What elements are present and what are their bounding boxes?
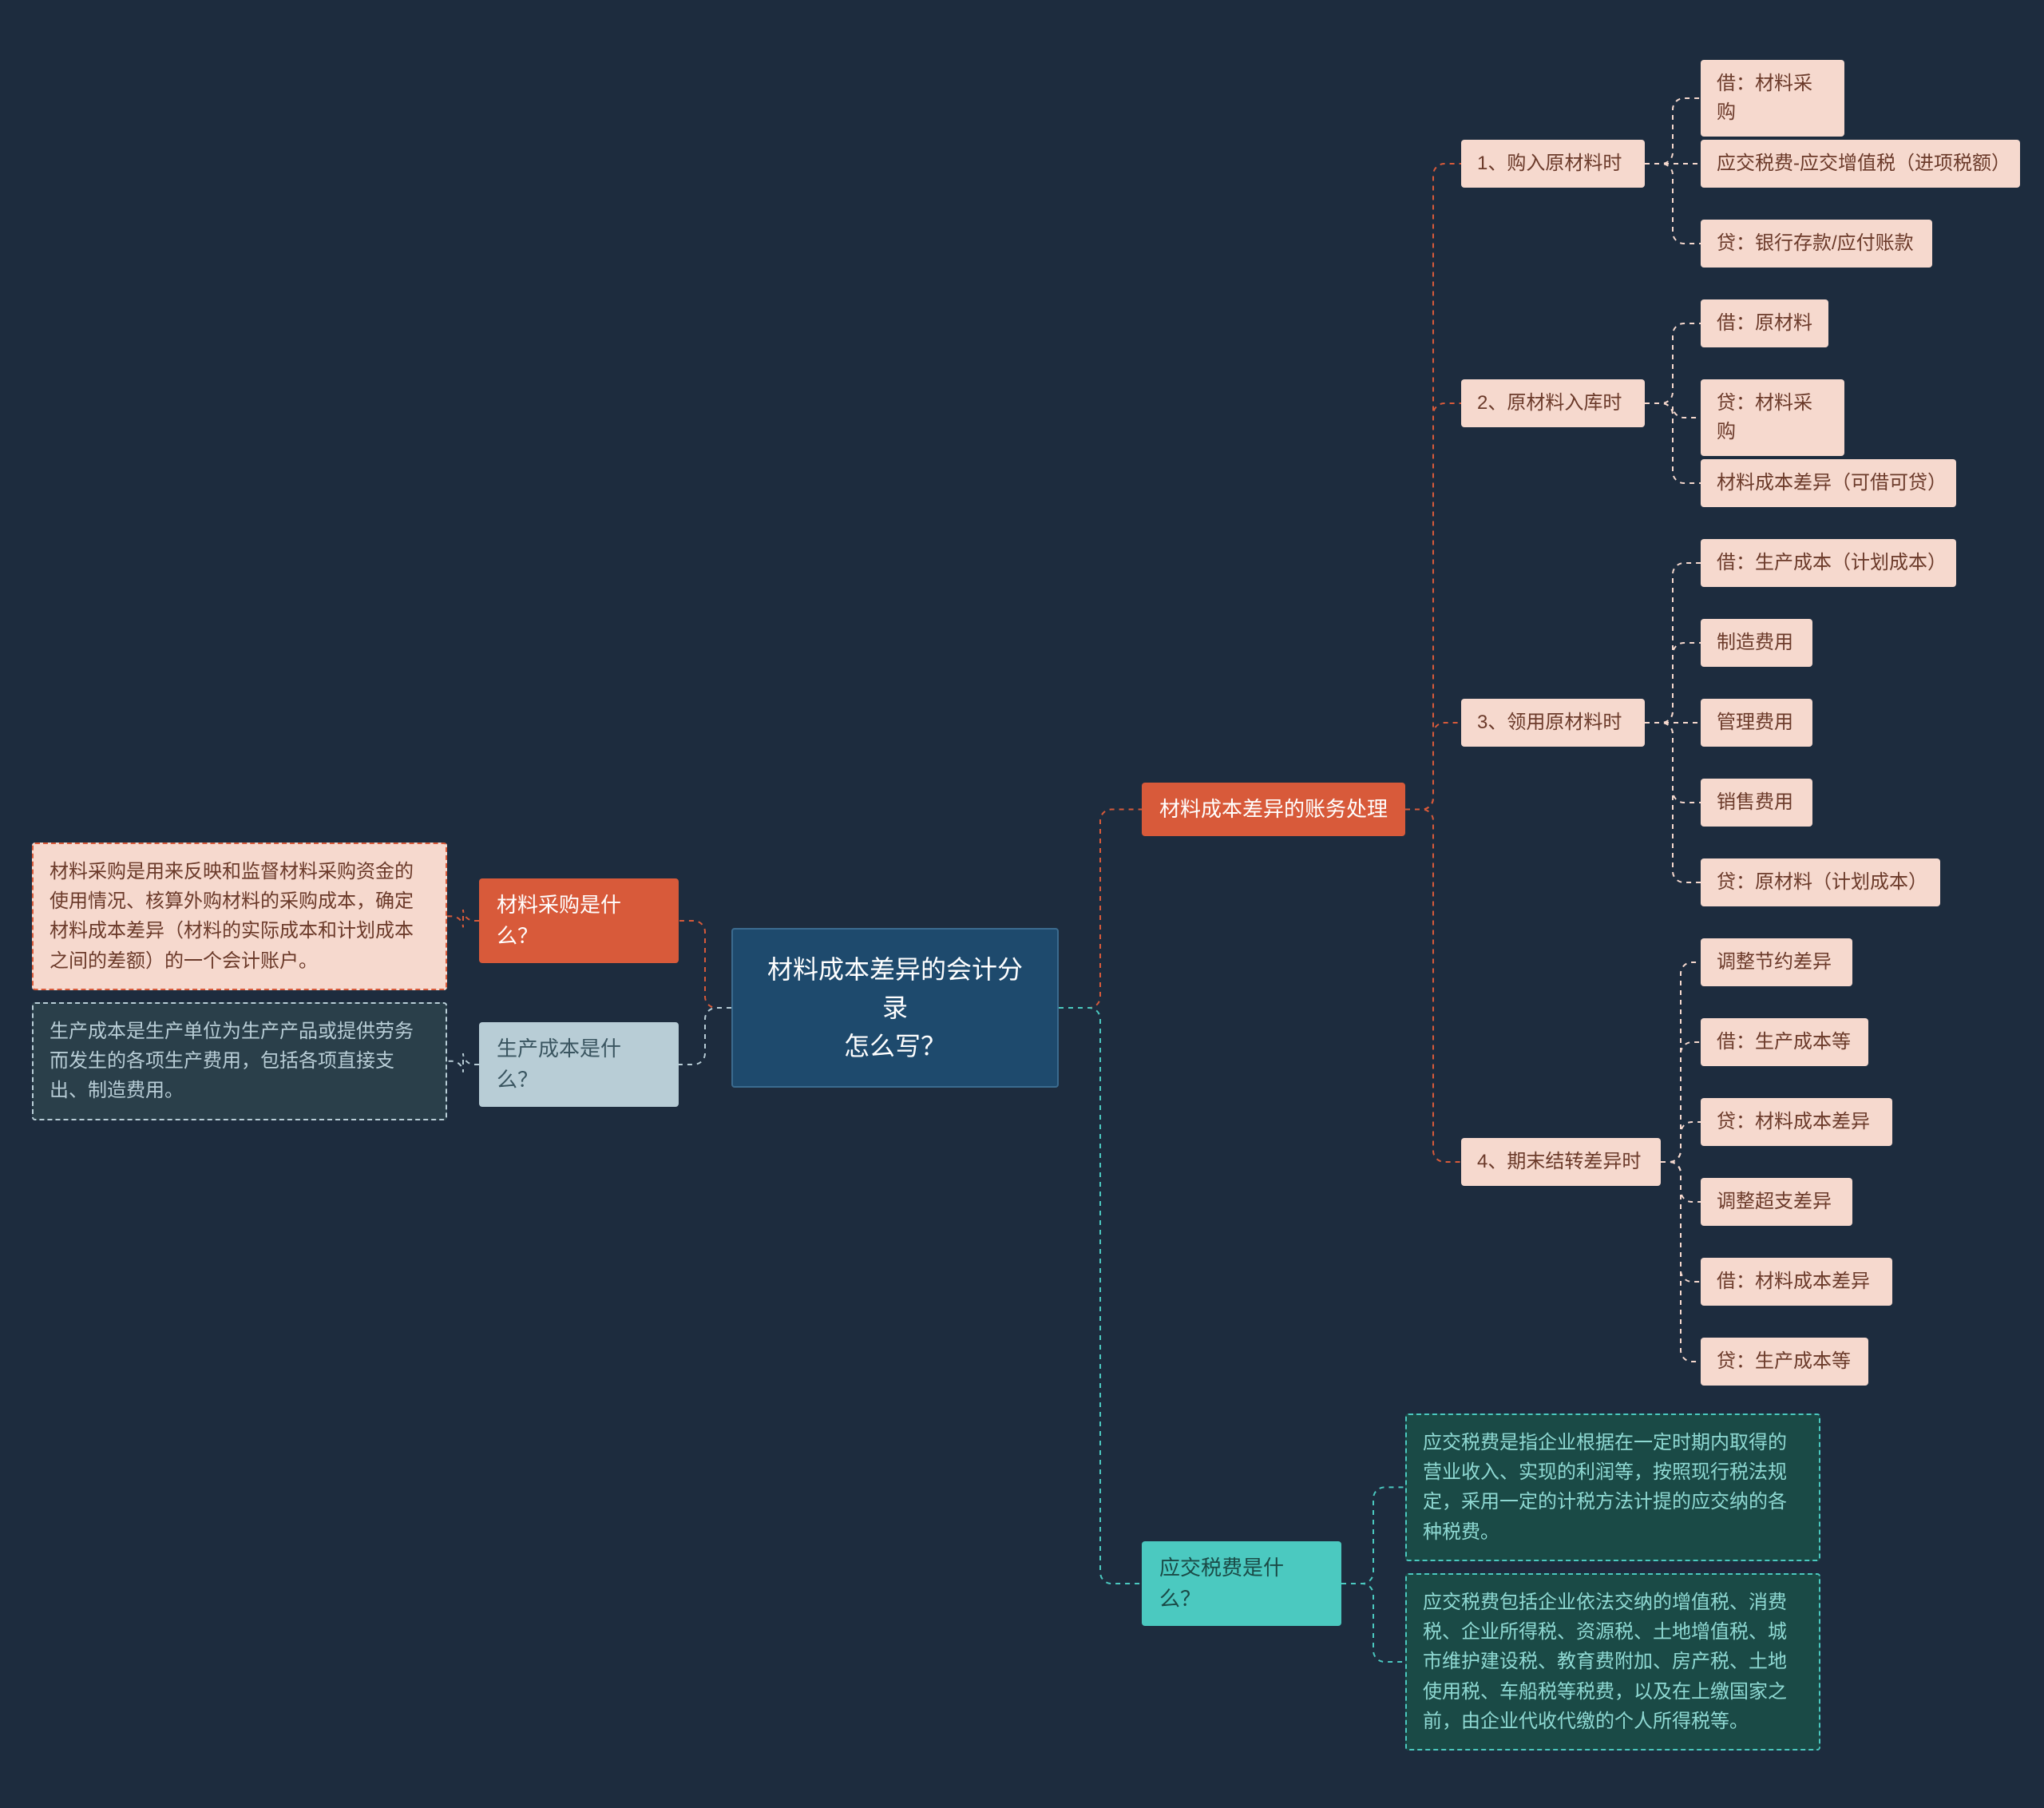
leaf-text: 贷：银行存款/应付账款 xyxy=(1717,232,1914,254)
branch-label: 材料采购是什么？ xyxy=(497,893,621,948)
leaf-node: 管理费用 xyxy=(1701,699,1812,747)
leaf-text: 销售费用 xyxy=(1717,791,1793,813)
leaf-node: 销售费用 xyxy=(1701,779,1812,827)
root-line-1: 材料成本差异的会计分录 xyxy=(762,950,1028,1027)
leaf-text: 借：材料成本差异 xyxy=(1717,1271,1870,1292)
leaf-node: 应交税费-应交增值税（进项税额） xyxy=(1701,140,2020,188)
leaf-node: 借：生产成本等 xyxy=(1701,1018,1868,1066)
leaf-node: 贷：原材料（计划成本） xyxy=(1701,858,1940,906)
leaf-text: 调整节约差异 xyxy=(1717,951,1832,973)
desc-text: 生产成本是生产单位为生产产品或提供劳务而发生的各项生产费用，包括各项直接支出、制… xyxy=(50,1021,414,1101)
desc-tax-payable-2: 应交税费包括企业依法交纳的增值税、消费税、企业所得税、资源税、土地增值税、城市维… xyxy=(1405,1573,1820,1751)
leaf-node: 借：材料采购 xyxy=(1701,60,1844,137)
leaf-text: 借：生产成本等 xyxy=(1717,1031,1851,1053)
leaf-text: 调整超支差异 xyxy=(1717,1191,1832,1212)
leaf-text: 管理费用 xyxy=(1717,712,1793,733)
branch-accounting-treatment: 材料成本差异的账务处理 xyxy=(1142,783,1405,836)
leaf-node: 材料成本差异（可借可贷） xyxy=(1701,459,1956,507)
leaf-node: 贷：银行存款/应付账款 xyxy=(1701,220,1932,268)
root-node: 材料成本差异的会计分录 怎么写？ xyxy=(731,928,1059,1088)
leaf-node: 调整节约差异 xyxy=(1701,938,1852,986)
branch-production-cost: 生产成本是什么？ xyxy=(479,1022,679,1107)
leaf-text: 贷：材料成本差异 xyxy=(1717,1111,1870,1132)
subnode-period-end: 4、期末结转差异时 xyxy=(1461,1138,1661,1186)
desc-tax-payable-1: 应交税费是指企业根据在一定时期内取得的营业收入、实现的利润等，按照现行税法规定，… xyxy=(1405,1413,1820,1561)
subnode-purchase: 1、购入原材料时 xyxy=(1461,140,1645,188)
leaf-node: 贷：材料采购 xyxy=(1701,379,1844,456)
leaf-text: 材料成本差异（可借可贷） xyxy=(1717,472,1947,494)
desc-text: 应交税费是指企业根据在一定时期内取得的营业收入、实现的利润等，按照现行税法规定，… xyxy=(1423,1432,1787,1543)
branch-label: 材料成本差异的账务处理 xyxy=(1159,797,1388,821)
desc-production-cost: 生产成本是生产单位为生产产品或提供劳务而发生的各项生产费用，包括各项直接支出、制… xyxy=(32,1002,447,1120)
leaf-text: 贷：生产成本等 xyxy=(1717,1350,1851,1372)
branch-label: 应交税费是什么？ xyxy=(1159,1556,1284,1611)
subnode-label: 2、原材料入库时 xyxy=(1477,392,1622,414)
desc-text: 应交税费包括企业依法交纳的增值税、消费税、企业所得税、资源税、土地增值税、城市维… xyxy=(1423,1592,1787,1732)
leaf-text: 借：生产成本（计划成本） xyxy=(1717,552,1947,573)
leaf-node: 制造费用 xyxy=(1701,619,1812,667)
leaf-node: 贷：生产成本等 xyxy=(1701,1338,1868,1386)
leaf-text: 借：原材料 xyxy=(1717,312,1812,334)
branch-material-procurement: 材料采购是什么？ xyxy=(479,878,679,963)
subnode-label: 3、领用原材料时 xyxy=(1477,712,1622,733)
leaf-text: 应交税费-应交增值税（进项税额） xyxy=(1717,153,2010,174)
subnode-warehouse: 2、原材料入库时 xyxy=(1461,379,1645,427)
desc-material-procurement: 材料采购是用来反映和监督材料采购资金的使用情况、核算外购材料的采购成本，确定材料… xyxy=(32,843,447,990)
subnode-label: 4、期末结转差异时 xyxy=(1477,1151,1641,1172)
leaf-text: 贷：原材料（计划成本） xyxy=(1717,871,1927,893)
leaf-node: 借：生产成本（计划成本） xyxy=(1701,539,1956,587)
desc-text: 材料采购是用来反映和监督材料采购资金的使用情况、核算外购材料的采购成本，确定材料… xyxy=(50,861,414,972)
leaf-text: 借：材料采购 xyxy=(1717,73,1812,123)
branch-label: 生产成本是什么？ xyxy=(497,1037,621,1092)
leaf-node: 贷：材料成本差异 xyxy=(1701,1098,1892,1146)
root-line-2: 怎么写？ xyxy=(762,1027,1028,1065)
leaf-node: 调整超支差异 xyxy=(1701,1178,1852,1226)
leaf-text: 制造费用 xyxy=(1717,632,1793,653)
leaf-node: 借：原材料 xyxy=(1701,299,1828,347)
leaf-text: 贷：材料采购 xyxy=(1717,392,1812,442)
leaf-node: 借：材料成本差异 xyxy=(1701,1258,1892,1306)
subnode-requisition: 3、领用原材料时 xyxy=(1461,699,1645,747)
subnode-label: 1、购入原材料时 xyxy=(1477,153,1622,174)
branch-tax-payable: 应交税费是什么？ xyxy=(1142,1541,1341,1626)
